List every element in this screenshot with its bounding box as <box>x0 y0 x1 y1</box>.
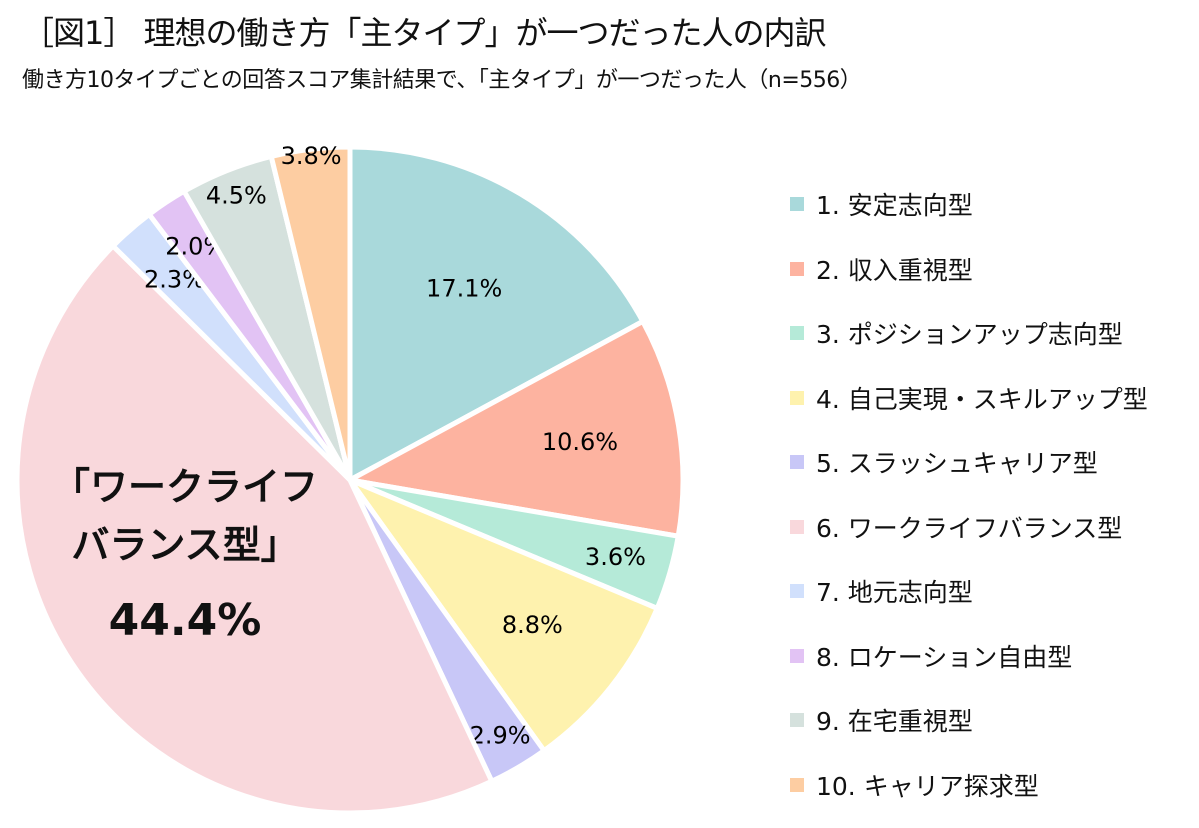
legend-item-6: 6. ワークライフバランス型 <box>790 495 1148 560</box>
chart-title: ［図1］ 理想の働き方「主タイプ」が一つだった人の内訳 <box>22 14 827 52</box>
legend-item-1: 1. 安定志向型 <box>790 172 1148 237</box>
highlight-name-2: バランス型」 <box>71 523 299 567</box>
legend-item-7: 7. 地元志向型 <box>790 559 1148 624</box>
legend-label: 9. 在宅重視型 <box>816 707 973 737</box>
legend-swatch <box>790 648 804 663</box>
legend-swatch <box>790 713 804 728</box>
data-label-4: 8.8% <box>502 611 563 639</box>
pie-slice-4 <box>342 474 661 755</box>
pie-slice-2 <box>342 318 686 540</box>
highlight-name-1: 「ワークライフ <box>51 465 318 509</box>
legend-label: 3. ポジションアップ志向型 <box>816 320 1123 350</box>
data-label-5: 2.9% <box>470 722 531 750</box>
pie-slice-1 <box>347 144 647 485</box>
legend-label: 8. ロケーション自由型 <box>816 642 1073 672</box>
highlight-value: 44.4% <box>108 595 262 646</box>
legend-item-5: 5. スラッシュキャリア型 <box>790 430 1148 495</box>
legend-swatch <box>790 390 804 405</box>
legend-label: 5. スラッシュキャリア型 <box>816 449 1098 479</box>
pie-slice-6 <box>14 242 496 816</box>
legend-swatch <box>790 519 804 534</box>
data-label-10: 3.8% <box>281 142 342 170</box>
data-label-3: 3.6% <box>585 543 646 571</box>
legend-swatch <box>790 261 804 276</box>
legend-item-2: 2. 収入重視型 <box>790 237 1148 302</box>
legend-swatch <box>790 584 804 599</box>
data-label-9: 4.5% <box>206 182 267 210</box>
legend-swatch <box>790 455 804 470</box>
legend-label: 4. 自己実現・スキルアップ型 <box>816 384 1148 414</box>
legend-label: 6. ワークライフバランス型 <box>816 513 1123 543</box>
legend-swatch <box>790 777 804 792</box>
legend-label: 1. 安定志向型 <box>816 191 973 221</box>
legend-label: 7. 地元志向型 <box>816 578 973 608</box>
legend-label: 10. キャリア探求型 <box>816 771 1039 801</box>
legend-swatch <box>790 197 804 212</box>
data-label-2: 10.6% <box>542 428 618 456</box>
legend-item-4: 4. 自己実現・スキルアップ型 <box>790 366 1148 431</box>
legend-item-3: 3. ポジションアップ志向型 <box>790 301 1148 366</box>
legend-item-9: 9. 在宅重視型 <box>790 688 1148 753</box>
legend-item-10: 10. キャリア探求型 <box>790 753 1148 818</box>
pie-slice-10 <box>268 144 353 481</box>
chart-subtitle: 働き方10タイプごとの回答スコア集計結果で、「主タイプ」が一つだった人（n=55… <box>22 68 862 93</box>
highlight-label: 「ワークライフ バランス型」 44.4% <box>40 458 330 650</box>
legend-item-8: 8. ロケーション自由型 <box>790 624 1148 689</box>
legend: 1. 安定志向型 2. 収入重視型 3. ポジションアップ志向型 4. 自己実現・スキ… <box>790 172 1148 817</box>
data-label-1: 17.1% <box>426 274 502 302</box>
legend-swatch <box>790 326 804 341</box>
legend-label: 2. 収入重視型 <box>816 255 973 285</box>
